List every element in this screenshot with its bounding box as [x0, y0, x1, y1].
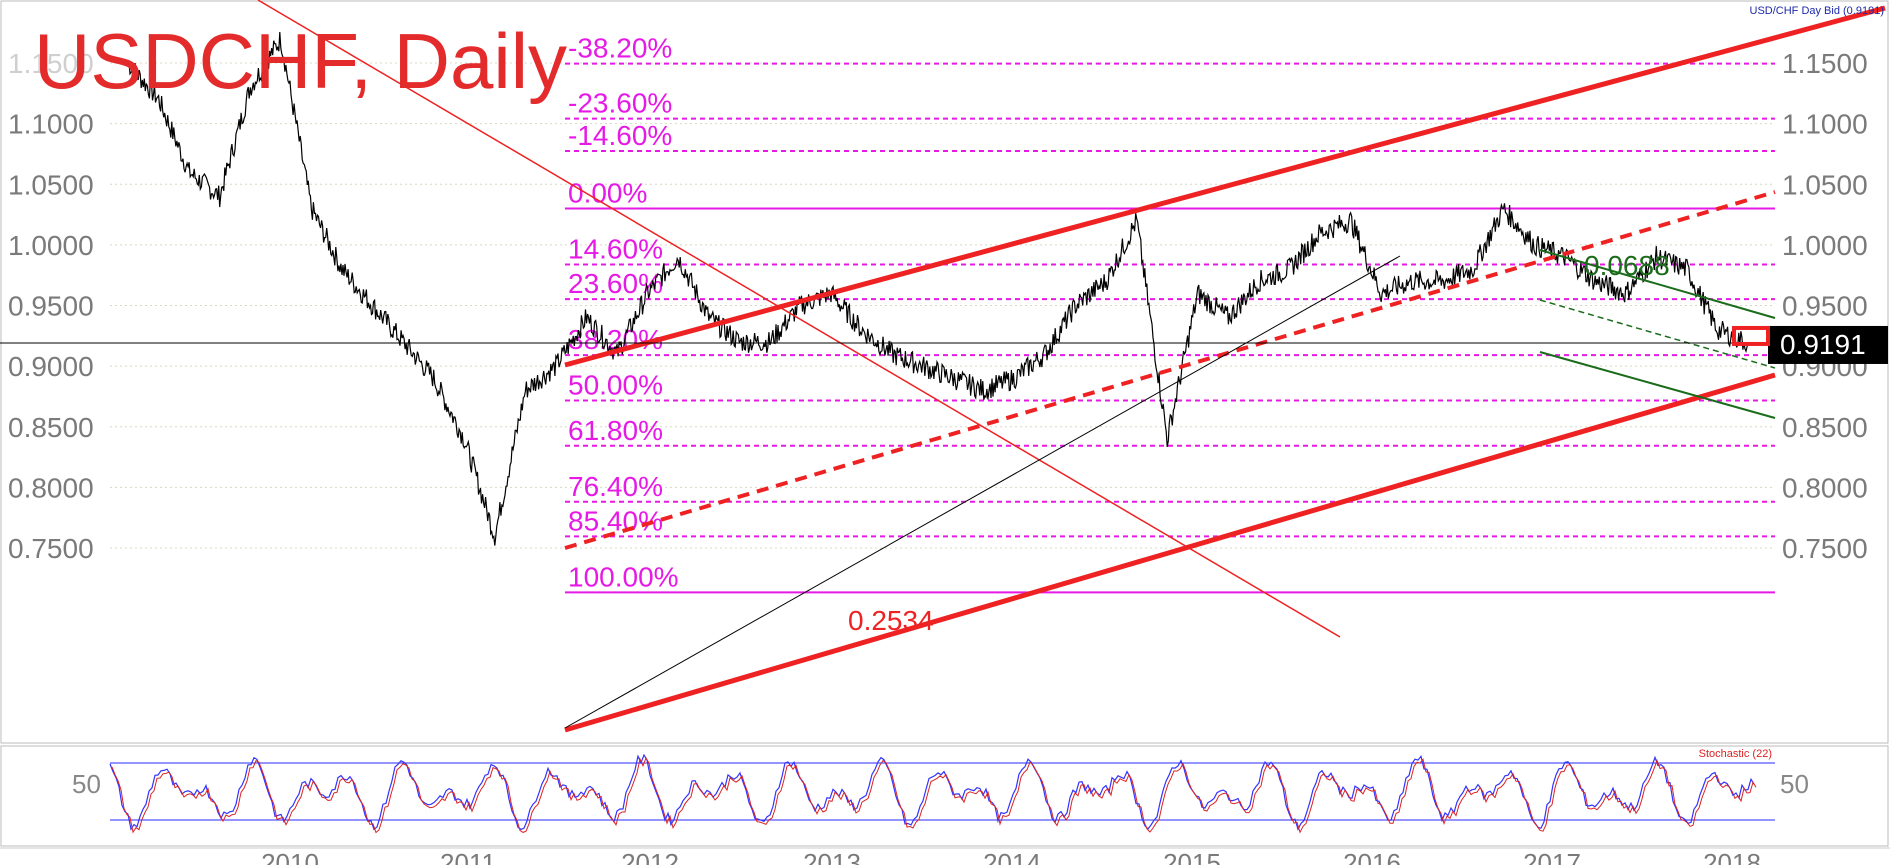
x-axis-year-label: 2010	[261, 848, 319, 865]
short-channel-label: 0.0688	[1584, 250, 1670, 281]
left-axis-tick-label: 0.7500	[8, 533, 94, 564]
right-axis-tick-label: 0.8000	[1782, 472, 1868, 503]
chart-title: USDCHF, Daily	[34, 17, 567, 105]
stochastic-d-line	[111, 756, 1757, 834]
short-channel-mid	[1539, 299, 1776, 369]
main-panel	[0, 0, 1889, 744]
channel-lower-line	[564, 372, 1776, 733]
right-axis-tick-label: 0.9500	[1782, 291, 1868, 322]
fib-level-label: 76.40%	[568, 471, 663, 502]
x-axis-year-label: 2014	[983, 848, 1041, 865]
stochastic-k-line	[109, 753, 1755, 831]
stochastic-series	[109, 753, 1757, 834]
left-axis-tick-label-partial: 1.1500	[8, 48, 94, 79]
last-price-marker	[1732, 325, 1770, 346]
instrument-label: USD/CHF Day Bid (0.9191)	[1750, 5, 1885, 17]
stochastic-label: Stochastic (22)	[1699, 748, 1772, 760]
measure-line	[564, 255, 1401, 729]
short-channel-upper	[1539, 249, 1776, 319]
fib-level-label: 23.60%	[568, 268, 663, 299]
right-axis-tick-label: 1.1000	[1782, 109, 1868, 140]
x-axis-year-label: 2017	[1523, 848, 1581, 865]
downtrend-line	[257, 0, 1341, 638]
price-line	[127, 31, 1749, 546]
stochastic-panel	[0, 745, 1889, 847]
fib-level-label: 50.00%	[568, 369, 663, 400]
fib-level-label: 61.80%	[568, 415, 663, 446]
fib-level-label: -14.60%	[568, 120, 672, 151]
left-axis-tick-label: 0.9500	[8, 291, 94, 322]
x-axis-year-label: 2018	[1703, 848, 1761, 865]
last-price-label: 0.9191	[1780, 329, 1866, 360]
fib-level-label: -38.20%	[568, 33, 672, 64]
left-price-axis: 1.1000 1.0500 1.0000 0.9500 0.9000 0.8500 0.80…	[8, 48, 94, 564]
fibonacci-levels: -38.20%-23.60%-14.60%0.00%14.60%23.60%38…	[565, 33, 1775, 594]
right-axis-tick-label: 1.0000	[1782, 230, 1868, 261]
stochastic-right-50: 50	[1780, 769, 1809, 799]
x-axis-year-label: 2015	[1163, 848, 1221, 865]
right-axis-tick-label: 0.7500	[1782, 533, 1868, 564]
left-axis-tick-label: 0.9000	[8, 351, 94, 382]
fib-level-label: -23.60%	[568, 88, 672, 119]
left-axis-tick-label: 1.1000	[8, 109, 94, 140]
right-price-axis: 1.15001.10001.05001.00000.95000.90000.85…	[1782, 48, 1868, 564]
stochastic-left-50: 50	[72, 769, 101, 799]
left-axis-tick-label: 1.0000	[8, 230, 94, 261]
x-axis-year-label: 2013	[803, 848, 861, 865]
left-axis-tick-label: 0.8000	[8, 472, 94, 503]
fib-level-label: 100.00%	[568, 561, 679, 592]
x-axis-years: 2010 2011 2012 2013 2014 2015 2016 2017 2018	[261, 848, 1761, 865]
channel-upper-line	[564, 5, 1886, 368]
trend-channel	[257, 0, 1886, 733]
short-channel-lower	[1539, 351, 1776, 419]
channel-mid-line	[564, 190, 1776, 550]
left-axis-tick-label: 1.0500	[8, 169, 94, 200]
fib-level-label: 14.60%	[568, 234, 663, 265]
x-axis-year-label: 2011	[440, 848, 496, 865]
x-axis-year-label: 2016	[1343, 848, 1401, 865]
right-axis-tick-label: 1.0500	[1782, 169, 1868, 200]
last-price-badge	[1768, 325, 1888, 364]
fib-level-label: 85.40%	[568, 505, 663, 536]
channel-width-label: 0.2534	[848, 605, 934, 636]
fib-level-label: 0.00%	[568, 178, 647, 209]
right-axis-tick-label: 1.1500	[1782, 48, 1868, 79]
right-axis-tick-label: 0.8500	[1782, 412, 1868, 443]
horizontal-gridlines	[110, 62, 1775, 549]
price-series	[127, 31, 1749, 546]
x-axis-year-label: 2012	[621, 848, 679, 865]
left-axis-tick-label: 0.8500	[8, 412, 94, 443]
